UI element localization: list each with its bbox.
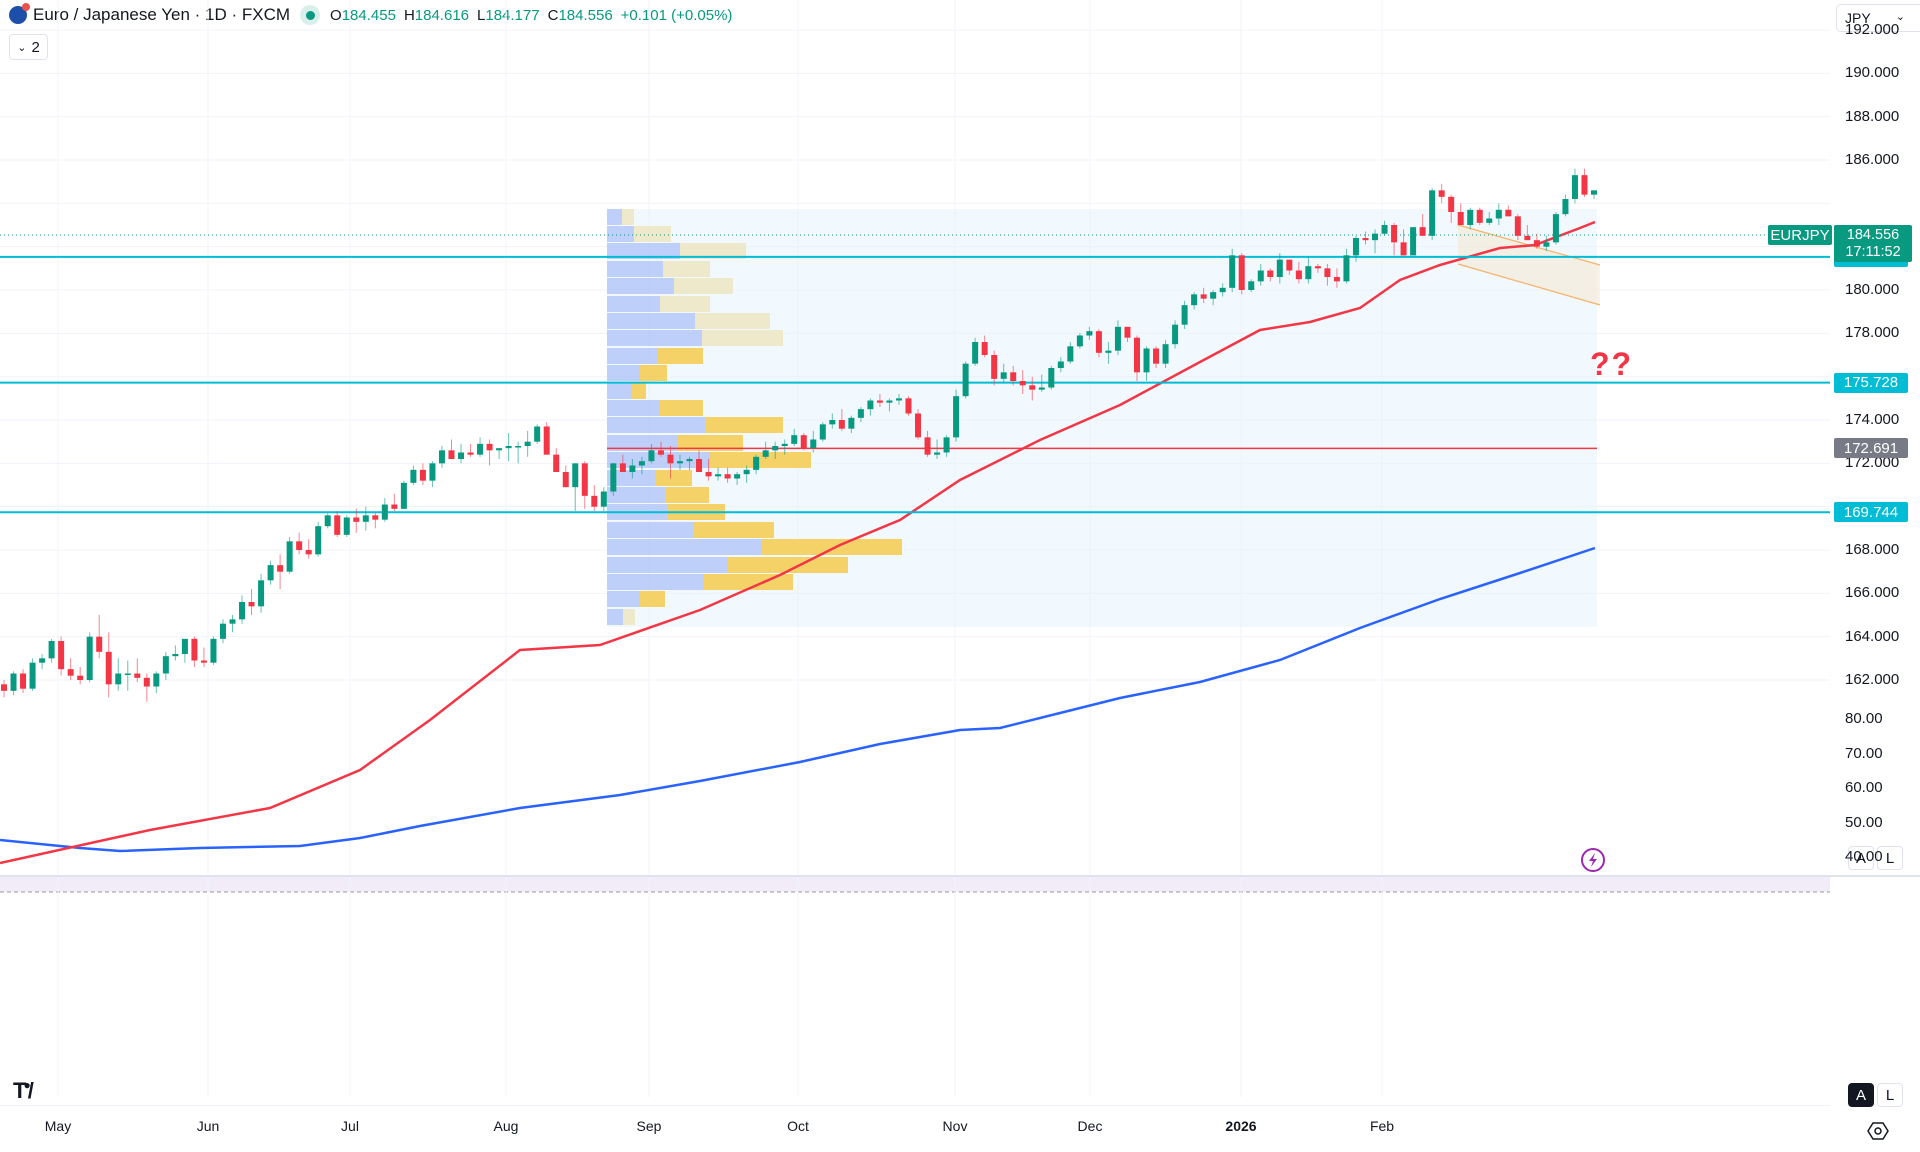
price-axis-label: 164.000: [1845, 627, 1900, 645]
price-axis-label: 166.000: [1845, 584, 1900, 602]
bar-countdown: 17:11:52: [1845, 243, 1901, 260]
indicators-collapse-button[interactable]: ⌄ 2: [9, 34, 48, 60]
price-axis-label: 168.000: [1845, 541, 1900, 558]
time-axis-label: Feb: [1369, 1118, 1395, 1134]
market-status-icon[interactable]: [300, 5, 321, 25]
level-tag[interactable]: 175.728: [1834, 372, 1908, 393]
pane-divider[interactable]: [0, 875, 1920, 877]
level-tag[interactable]: 169.744: [1834, 502, 1908, 523]
rsi-axis-label: 50.00: [1845, 813, 1883, 831]
time-axis-label: Jun: [196, 1118, 220, 1134]
time-axis-label: Aug: [493, 1118, 519, 1134]
eur-jpy-flag-icon: [9, 3, 30, 24]
settings-gear-icon[interactable]: [1867, 1120, 1889, 1142]
ohlc-low: L184.177: [477, 6, 540, 24]
auto-scale-button[interactable]: A: [1848, 846, 1874, 870]
time-axis-label: 2026: [1225, 1118, 1257, 1134]
price-axis-label: 186.000: [1845, 151, 1900, 168]
time-axis-label: Jul: [341, 1118, 359, 1134]
rsi-auto-scale-button[interactable]: A: [1848, 1083, 1874, 1107]
price-axis-label: 188.000: [1845, 107, 1900, 125]
time-axis-label: May: [44, 1118, 72, 1134]
time-axis-label: Oct: [787, 1118, 809, 1134]
rsi-log-scale-button[interactable]: L: [1877, 1083, 1903, 1107]
log-scale-button[interactable]: L: [1877, 846, 1903, 870]
symbol-label: EURJPY: [1768, 225, 1832, 245]
price-axis-label: 172.000: [1845, 454, 1900, 472]
tradingview-logo[interactable]: T●/: [13, 1078, 34, 1103]
rsi-axis-label: 80.00: [1845, 710, 1883, 727]
poc-tag: 172.691: [1834, 438, 1908, 459]
last-price-value: 184.556: [1846, 226, 1900, 243]
lightning-icon[interactable]: [1580, 847, 1606, 873]
symbol-title[interactable]: Euro / Japanese Yen · 1D · FXCM: [33, 5, 291, 24]
ohlc-close: C184.556: [547, 6, 613, 24]
currency-value: JPY: [1845, 10, 1871, 26]
price-axis-label: 162.000: [1845, 671, 1900, 688]
price-chart-pane[interactable]: [0, 0, 1830, 876]
indicator-count: 2: [31, 38, 40, 56]
currency-select[interactable]: JPY ⌄: [1836, 4, 1920, 32]
chevron-down-icon: ⌄: [1895, 11, 1905, 23]
price-axis-label: 174.000: [1845, 411, 1900, 428]
rsi-axis-label: 70.00: [1845, 744, 1883, 762]
last-price-tag: 184.556 17:11:52: [1834, 225, 1912, 262]
price-axis-label: 178.000: [1845, 324, 1900, 342]
ohlc-high: H184.616: [403, 6, 470, 24]
rsi-axis-label: 40.00: [1845, 848, 1883, 866]
time-axis-label: Sep: [636, 1118, 662, 1134]
price-axis-label: 190.000: [1845, 64, 1900, 82]
question-annotation[interactable]: ??: [1590, 346, 1634, 382]
time-axis[interactable]: May Jun Jul Aug Sep Oct Nov Dec 2026 Feb: [0, 1105, 1830, 1152]
chevron-down-icon: ⌄: [17, 41, 27, 54]
price-axis-label: 192.000: [1845, 20, 1900, 38]
rsi-axis-label: 60.00: [1845, 779, 1883, 797]
ohlc-open: O184.455: [330, 6, 396, 24]
time-axis-label: Nov: [942, 1118, 968, 1134]
chart-header: Euro / Japanese Yen · 1D · FXCM O184.455…: [0, 0, 1820, 30]
rsi-pane[interactable]: [0, 877, 1830, 1097]
price-axis-label: 180.000: [1845, 281, 1900, 298]
time-axis-label: Dec: [1077, 1118, 1103, 1134]
